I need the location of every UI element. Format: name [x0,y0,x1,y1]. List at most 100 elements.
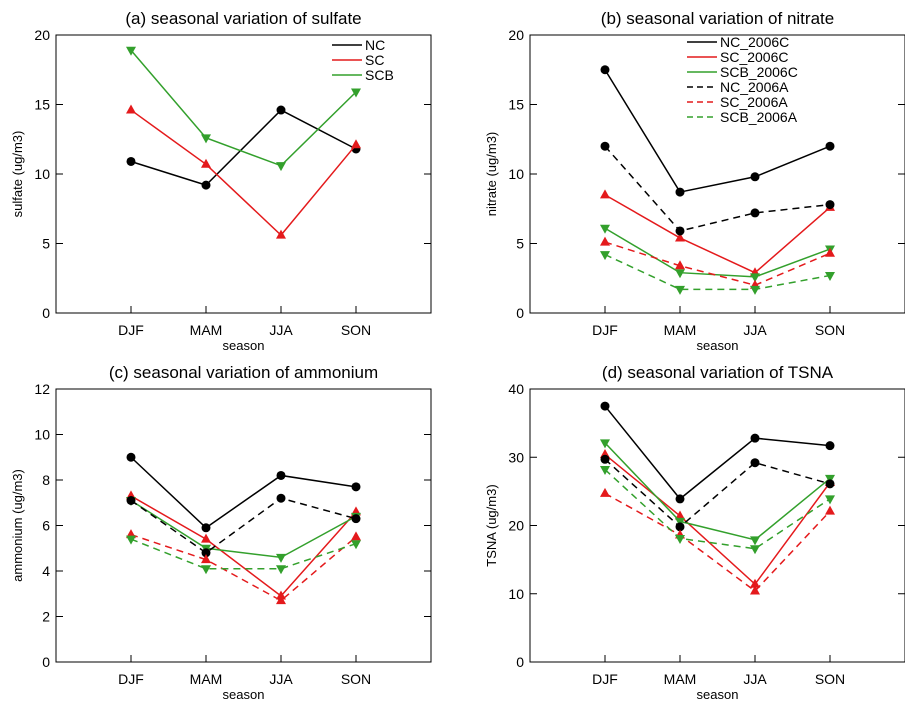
y-tick-label: 0 [42,654,50,670]
data-point [750,172,760,182]
data-point [600,236,610,246]
series-line [604,194,831,274]
series-sc [126,104,361,239]
data-point [201,533,211,543]
data-point [675,534,685,544]
series-nc-2006c [126,452,361,533]
x-tick-label: SON [815,322,845,338]
y-tick-label: 40 [508,381,524,397]
data-point [600,401,610,411]
y-axis-label: sulfate (ug/m3) [10,131,25,218]
x-tick-label: DJF [118,671,144,687]
legend-label: NC_2006A [720,79,789,95]
series-line [604,253,831,291]
data-point [675,522,685,532]
x-tick-label: SON [815,671,845,687]
series-nc [126,105,361,190]
series-sc-2006c [600,189,835,277]
data-point [276,493,286,503]
series-line [130,538,357,570]
x-tick-label: JJA [269,322,293,338]
chart-panel-2: (b) seasonal variation of nitrate 0 5 10 15 2… [484,9,905,353]
legend-label: SC [365,52,384,68]
x-tick-label: MAM [190,322,223,338]
data-point [600,439,610,449]
data-point [126,156,136,166]
series-scb-2006a [600,251,835,295]
series-scb [126,46,361,172]
data-point [825,141,835,151]
series-nc-2006c [600,65,835,197]
chart-title: (b) seasonal variation of nitrate [601,9,834,28]
legend-label: NC [365,37,385,53]
data-point [825,441,835,451]
series-scb-2006a [126,535,361,575]
data-point [201,565,211,575]
x-tick-label: JJA [743,671,767,687]
series-line [130,495,357,598]
legend-label: SC_2006A [720,94,788,110]
data-point [675,494,685,504]
chart-title: (d) seasonal variation of TSNA [602,363,834,382]
series-nc-2006a [600,141,835,236]
legend-label: NC_2006C [720,34,789,50]
chart-panel-4: (d) seasonal variation of TSNA 0 10 20 30 40 D… [484,363,905,702]
y-tick-label: 10 [508,586,524,602]
data-point [126,46,136,56]
data-point [750,578,760,588]
y-tick-label: 30 [508,449,524,465]
data-point [600,189,610,199]
data-point [351,540,361,550]
x-axis-label: season [223,338,265,353]
y-axis-label: TSNA (ug/m3) [484,484,499,566]
legend-label: SC_2006C [720,49,789,65]
y-tick-label: 20 [508,27,524,43]
y-tick-label: 0 [42,305,50,321]
series-line [604,69,831,193]
y-tick-label: 10 [34,427,50,443]
x-axis-label: season [697,687,739,702]
series-line [604,145,831,232]
data-point [600,141,610,151]
legend-label: SCB [365,67,394,83]
data-point [675,226,685,236]
data-point [276,162,286,172]
series-scb-2006a [600,466,835,555]
y-tick-label: 6 [42,518,50,534]
data-point [600,454,610,464]
data-point [276,229,286,239]
x-tick-label: JJA [743,322,767,338]
chart-title: (c) seasonal variation of ammonium [109,363,378,382]
y-tick-label: 20 [508,518,524,534]
data-point [675,285,685,295]
x-tick-label: MAM [664,671,697,687]
series-line [604,442,831,541]
data-point [351,514,361,524]
data-point [675,232,685,242]
series-scb-2006c [600,439,835,546]
y-tick-label: 20 [34,27,50,43]
data-point [276,470,286,480]
y-tick-label: 10 [508,166,524,182]
data-point [351,88,361,98]
plot-frame [529,34,905,314]
data-point [276,105,286,115]
data-point [201,554,211,564]
legend-label: SCB_2006A [720,109,798,125]
y-axis-label: nitrate (ug/m3) [484,132,499,217]
series-nc-2006a [600,454,835,532]
data-point [750,285,760,295]
y-tick-label: 5 [516,236,524,252]
series-line [130,109,357,237]
plot-frame [529,388,905,663]
data-point [126,495,136,505]
series-line [130,456,357,529]
data-point [201,523,211,533]
data-point [276,590,286,600]
series-line [130,533,357,602]
y-tick-label: 0 [516,654,524,670]
series-line [604,458,831,528]
chart-title: (a) seasonal variation of sulfate [125,9,361,28]
data-point [276,553,286,563]
